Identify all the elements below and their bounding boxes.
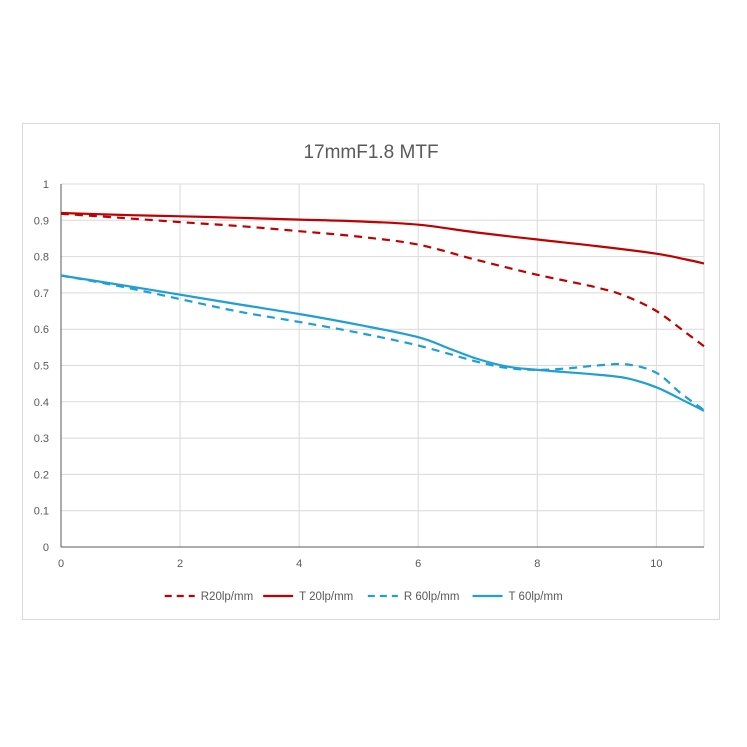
legend-label: T 60lp/mm [509, 591, 563, 603]
series-line-t-60lp-mm [60, 274, 705, 412]
y-tick-label: 0.3 [34, 433, 49, 445]
y-tick-label: 0.2 [34, 469, 49, 481]
grid-layer [61, 183, 705, 547]
series-line-r20lp-mm [60, 212, 705, 348]
legend-item-t-60lp-mm: T 60lp/mm [472, 591, 563, 603]
legend-label: T 20lp/mm [299, 591, 353, 603]
y-tick-label: 0.1 [34, 506, 49, 518]
chart-title: 17mmF1.8 MTF [303, 142, 438, 163]
legend-item-r20lp-mm: R20lp/mm [164, 591, 253, 603]
legend: R20lp/mm T 20lp/mm R 60lp/mm T 60lp/mm [164, 591, 563, 603]
x-tick-label: 8 [534, 558, 540, 570]
y-tick-label: 0.8 [34, 252, 49, 264]
y-tick-label: 0.9 [34, 215, 49, 227]
y-tick-label: 0.6 [34, 324, 49, 336]
chart-frame [22, 123, 720, 620]
x-tick-label: 10 [650, 558, 662, 570]
legend-label: R 60lp/mm [404, 591, 460, 603]
series-layer [60, 211, 705, 412]
legend-item-r-60lp-mm: R 60lp/mm [367, 591, 460, 603]
x-tick-label: 0 [58, 558, 64, 570]
y-tick-label: 0 [43, 542, 49, 554]
legend-label: R20lp/mm [201, 591, 253, 603]
x-tick-label: 6 [415, 558, 421, 570]
x-tick-label: 4 [296, 558, 302, 570]
y-tick-label: 1 [43, 179, 49, 191]
axis-layer: 00.10.20.30.40.50.60.70.80.910 2 4 6 8 10 [34, 179, 704, 570]
y-tick-label: 0.7 [34, 288, 49, 300]
y-tick-label: 0.4 [34, 397, 49, 409]
series-line-r-60lp-mm [60, 274, 705, 411]
series-line-t-20lp-mm [60, 211, 705, 265]
x-tick-label: 2 [177, 558, 183, 570]
legend-item-t-20lp-mm: T 20lp/mm [263, 591, 353, 603]
y-tick-label: 0.5 [34, 361, 49, 373]
